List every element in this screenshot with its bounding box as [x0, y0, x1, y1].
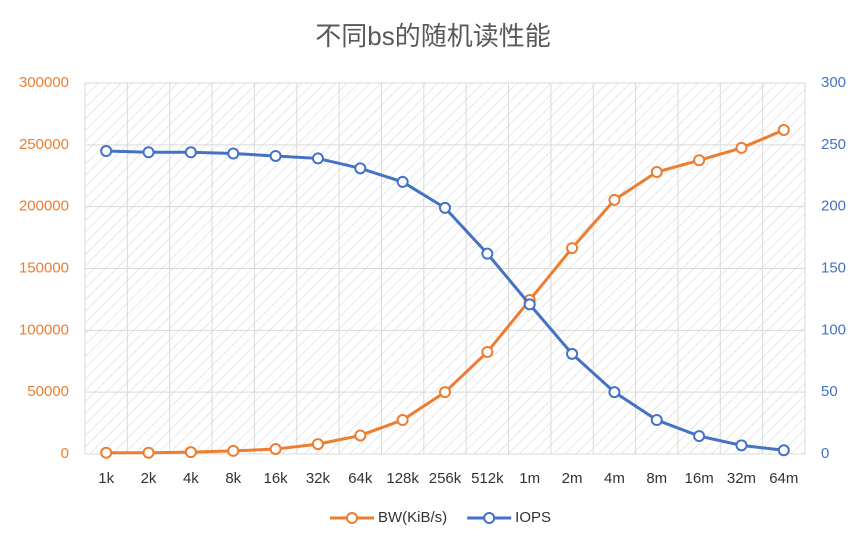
y2-tick-label: 150 — [821, 259, 846, 276]
point — [354, 429, 367, 442]
x-tick-label: 32k — [306, 470, 331, 487]
y-tick-label: 100000 — [19, 321, 69, 338]
x-tick-label: 32m — [727, 470, 756, 487]
x-tick-label: 64k — [348, 470, 373, 487]
point — [566, 347, 579, 360]
x-tick-label: 4m — [604, 470, 625, 487]
point — [184, 146, 197, 159]
x-tick-label: 128k — [386, 470, 419, 487]
point — [481, 247, 494, 260]
x-tick-label: 2m — [562, 470, 583, 487]
point — [481, 345, 494, 358]
point — [693, 430, 706, 443]
y-tick-label: 0 — [61, 445, 69, 462]
point — [566, 242, 579, 255]
point — [650, 166, 663, 179]
y2-tick-label: 100 — [821, 321, 846, 338]
point — [142, 446, 155, 459]
point — [396, 175, 409, 188]
y-tick-label: 50000 — [27, 383, 69, 400]
y2-tick-label: 250 — [821, 136, 846, 153]
legend-label: BW(KiB/s) — [378, 509, 447, 526]
point — [693, 154, 706, 167]
point — [100, 446, 113, 459]
x-tick-label: 4k — [183, 470, 199, 487]
x-tick-label: 16m — [685, 470, 714, 487]
x-tick-label: 2k — [141, 470, 157, 487]
x-tick-label: 1k — [98, 470, 114, 487]
point — [439, 386, 451, 399]
x-tick-label: 16k — [263, 470, 288, 487]
point — [227, 147, 240, 160]
chart-title: 不同bs的随机读性能 — [315, 21, 550, 51]
point — [227, 444, 240, 457]
legend-label: IOPS — [515, 509, 551, 526]
x-tick-label: 512k — [471, 470, 504, 487]
y-tick-label: 150000 — [19, 259, 69, 276]
point — [650, 413, 663, 426]
point — [523, 298, 536, 311]
x-tick-label: 64m — [769, 470, 798, 487]
y-tick-label: 200000 — [19, 198, 69, 215]
point — [311, 152, 324, 165]
point — [735, 141, 748, 154]
point — [100, 145, 113, 158]
point — [735, 439, 748, 452]
point — [396, 413, 409, 426]
point — [269, 149, 282, 162]
y-tick-label: 250000 — [19, 136, 69, 153]
point — [142, 146, 155, 159]
point — [184, 446, 197, 459]
point — [608, 193, 621, 206]
point — [269, 443, 282, 456]
legend-marker — [346, 512, 358, 524]
point — [608, 386, 621, 399]
x-tick-label: 1m — [519, 470, 540, 487]
y2-tick-label: 50 — [821, 383, 838, 400]
point — [354, 162, 367, 175]
x-tick-label: 8k — [225, 470, 241, 487]
point — [777, 123, 790, 136]
x-tick-label: 8m — [646, 470, 667, 487]
y2-tick-label: 200 — [821, 198, 846, 215]
y-tick-label: 300000 — [19, 74, 69, 91]
point — [311, 438, 324, 451]
legend-marker — [483, 512, 496, 524]
y2-tick-label: 0 — [821, 445, 829, 462]
x-tick-label: 256k — [429, 470, 462, 487]
point — [439, 201, 451, 214]
y2-tick-label: 300 — [821, 74, 846, 91]
point — [777, 444, 790, 457]
